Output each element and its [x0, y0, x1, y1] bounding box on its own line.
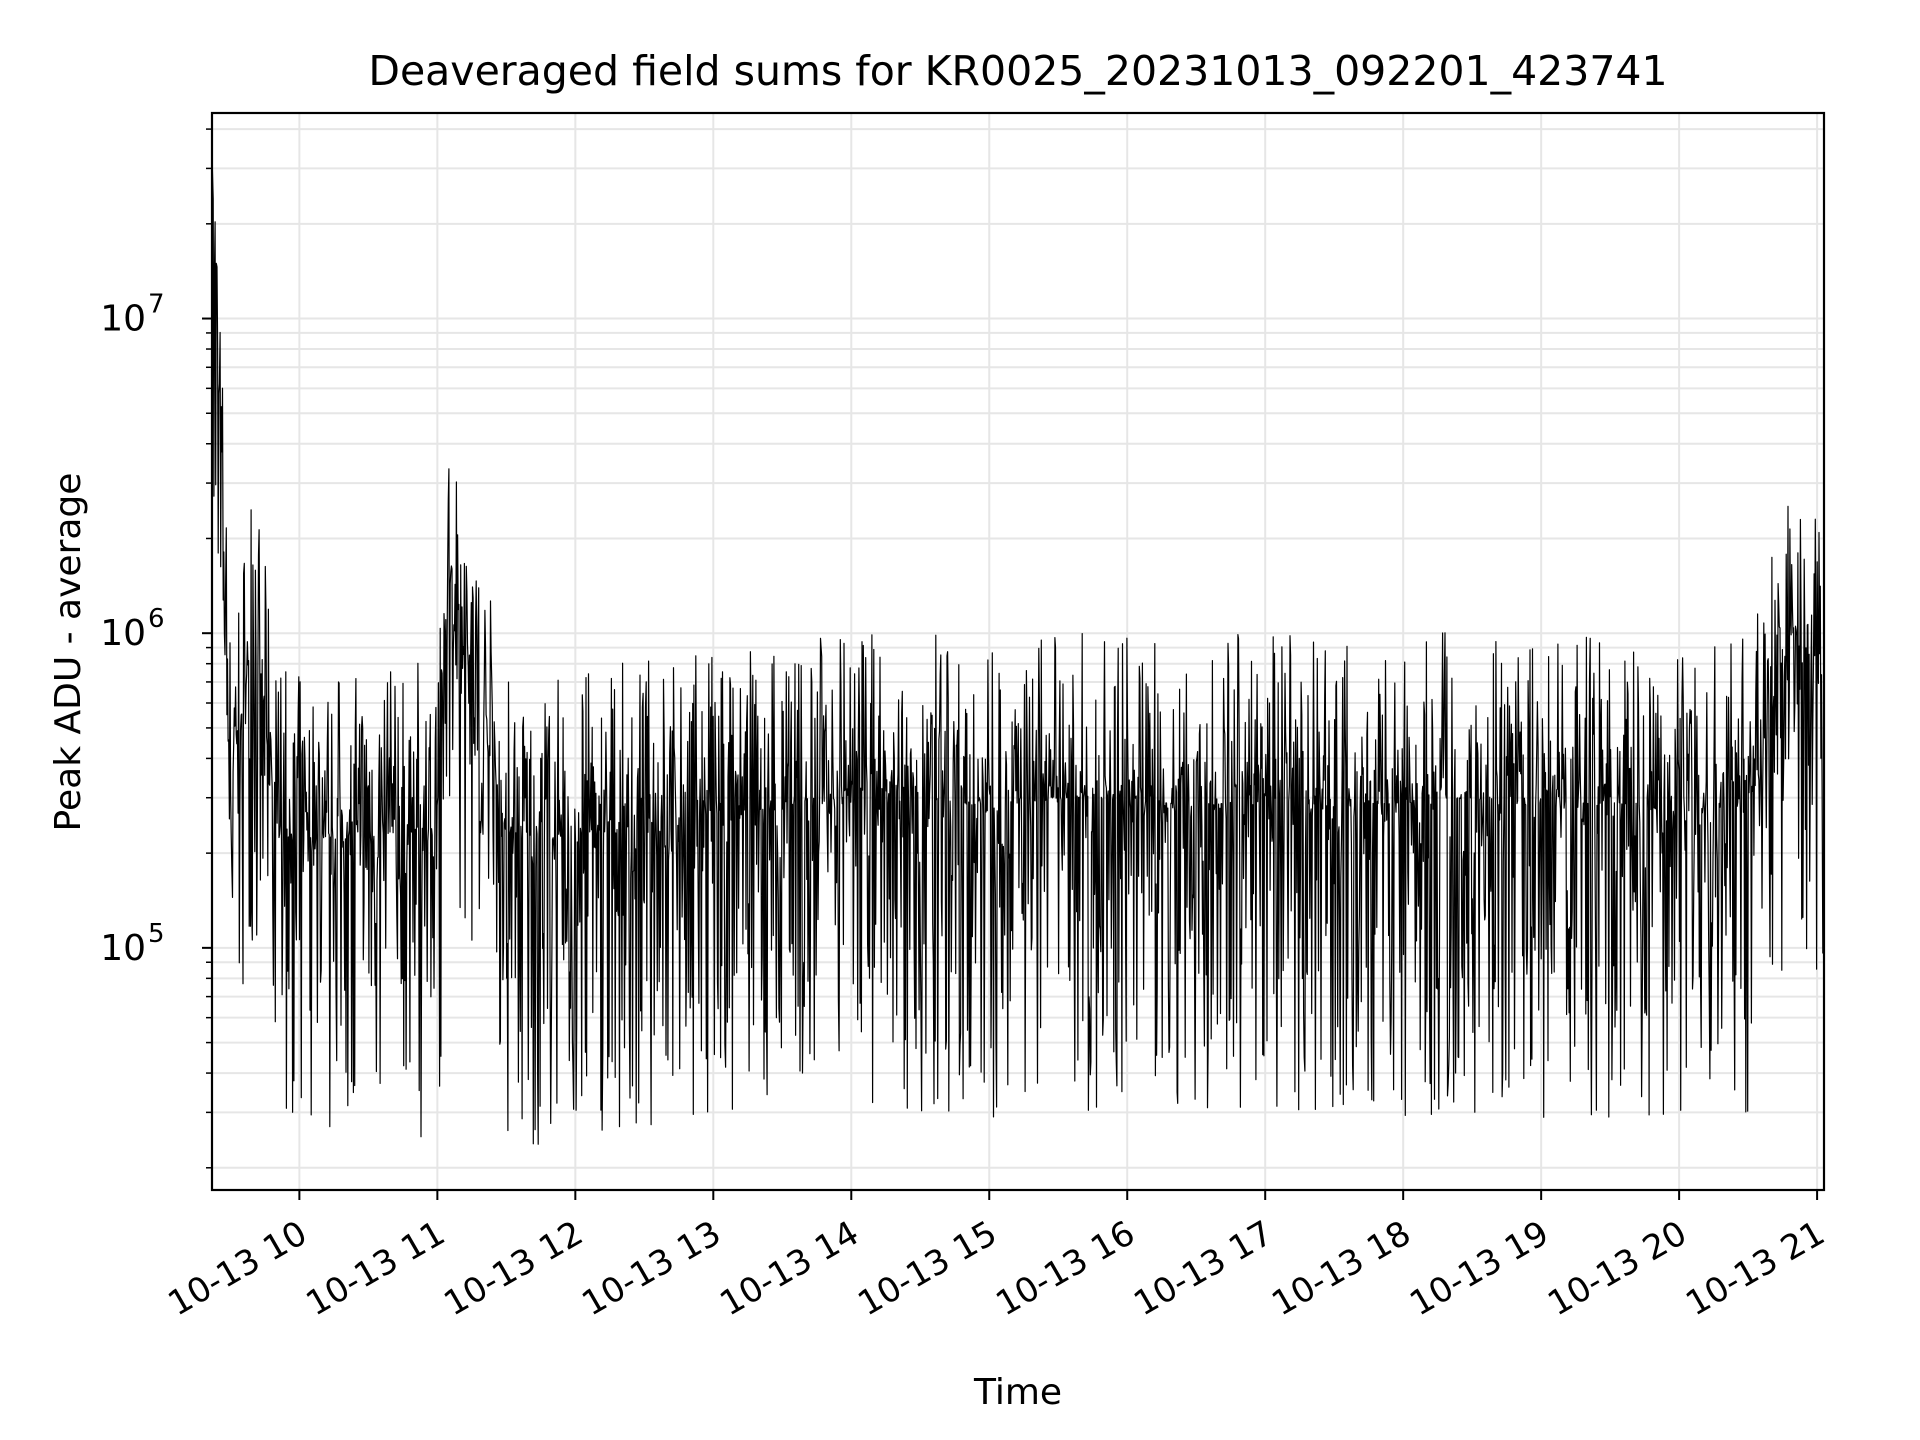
chart-title: Deaveraged field sums for KR0025_2023101…	[368, 47, 1667, 95]
y-tick-exponent: 6	[148, 604, 165, 634]
y-tick-label: 10	[100, 299, 146, 340]
y-tick-exponent: 7	[148, 290, 165, 320]
y-tick-base: 10	[100, 299, 146, 340]
y-tick-base: 10	[100, 928, 146, 969]
series-line	[211, 155, 1825, 1145]
y-tick-label: 10	[100, 928, 146, 969]
y-tick-exponent: 5	[148, 919, 165, 949]
x-axis-label: Time	[973, 1372, 1062, 1413]
y-tick-label: 10	[100, 613, 146, 654]
y-axis-label: Peak ADU - average	[48, 473, 89, 832]
plot-frame	[210, 111, 1826, 1192]
y-tick-base: 10	[100, 613, 146, 654]
